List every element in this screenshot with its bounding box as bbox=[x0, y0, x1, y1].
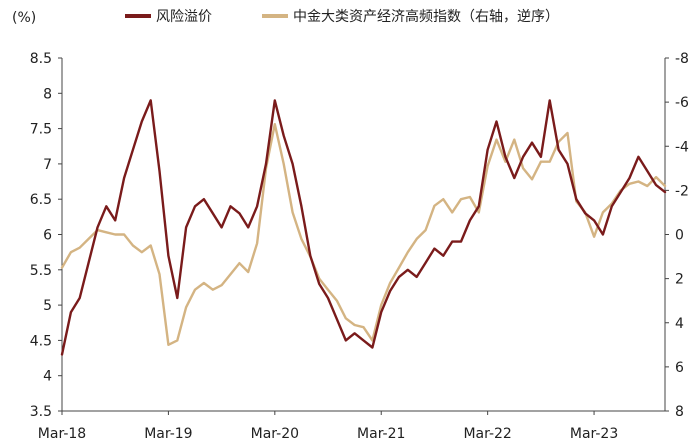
left-tick-label: 8 bbox=[43, 86, 52, 102]
legend-label: 风险溢价 bbox=[156, 9, 212, 25]
right-tick-label: 2 bbox=[675, 272, 684, 288]
right-tick-label: 6 bbox=[675, 360, 684, 376]
left-tick-label: 4 bbox=[43, 369, 52, 385]
left-tick-label: 3.5 bbox=[30, 404, 52, 420]
series-line-cicc-hf-index bbox=[60, 123, 667, 346]
right-tick-label: -4 bbox=[675, 139, 689, 155]
left-tick-label: 6.5 bbox=[30, 192, 52, 208]
left-tick-label: 4.5 bbox=[30, 333, 52, 349]
left-tick-label: 5.5 bbox=[30, 263, 52, 279]
legend-label: 中金大类资产经济高频指数（右轴，逆序） bbox=[293, 8, 559, 25]
x-tick-label: Mar-20 bbox=[251, 426, 299, 442]
left-tick-label: 5 bbox=[43, 298, 52, 314]
left-tick-label: 8.5 bbox=[30, 51, 52, 67]
right-tick-label: 8 bbox=[675, 404, 684, 420]
legend-item-cicc-hf-index: 中金大类资产经济高频指数（右轴，逆序） bbox=[262, 8, 559, 25]
series-line-risk-premium bbox=[60, 99, 667, 356]
x-tick-label: Mar-23 bbox=[570, 426, 618, 442]
right-tick-label: -6 bbox=[675, 95, 689, 111]
right-tick-label: -8 bbox=[675, 51, 689, 67]
x-tick-label: Mar-19 bbox=[144, 426, 192, 442]
axes: 3.5 4 4.5 5 5.5 6 6.5 7 7.5 8 8.5 -8 -6 -4 -2 0 2 4 6 8 Mar-… bbox=[30, 51, 689, 442]
left-tick-label: 7.5 bbox=[30, 122, 52, 138]
right-tick-label: 0 bbox=[675, 228, 684, 244]
right-tick-label: 4 bbox=[675, 316, 684, 332]
x-tick-label: Mar-22 bbox=[463, 426, 511, 442]
legend: 风险溢价 中金大类资产经济高频指数（右轴，逆序） bbox=[125, 8, 559, 25]
right-tick-label: -2 bbox=[675, 183, 689, 199]
x-tick-label: Mar-18 bbox=[38, 426, 86, 442]
legend-item-risk-premium: 风险溢价 bbox=[125, 9, 212, 25]
x-tick-label: Mar-21 bbox=[357, 426, 405, 442]
left-tick-label: 7 bbox=[43, 157, 52, 173]
left-tick-label: 6 bbox=[43, 228, 52, 244]
series-layer bbox=[60, 99, 667, 356]
left-axis-unit-label: (%) bbox=[12, 10, 36, 26]
